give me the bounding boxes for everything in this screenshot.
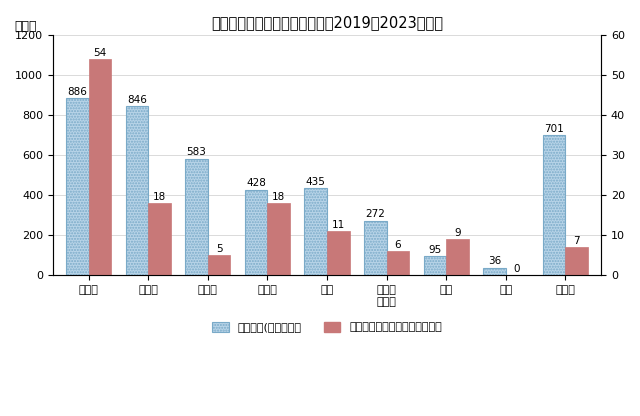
Text: （人）: （人） (15, 20, 37, 33)
Text: 7: 7 (573, 236, 580, 246)
Bar (483, 268, 506, 275)
Text: 18: 18 (153, 192, 166, 202)
Bar (364, 221, 387, 275)
Text: 428: 428 (246, 178, 266, 188)
Bar (543, 135, 565, 275)
Bar (88, 59, 111, 275)
Title: 熱中症による業種別死傷者数（2019～2023年計）: 熱中症による業種別死傷者数（2019～2023年計） (211, 15, 443, 30)
Text: 11: 11 (332, 220, 345, 230)
Text: 6: 6 (395, 240, 401, 250)
Bar (305, 188, 327, 275)
Bar (125, 106, 148, 275)
Text: 272: 272 (365, 209, 385, 219)
Text: 9: 9 (454, 228, 461, 238)
Bar (208, 255, 230, 275)
Text: 701: 701 (544, 124, 564, 134)
Bar (446, 239, 469, 275)
Bar (387, 251, 409, 275)
Text: 886: 886 (67, 87, 87, 97)
Text: 435: 435 (306, 177, 326, 187)
Bar (424, 256, 446, 275)
Text: 5: 5 (216, 244, 223, 254)
Text: 95: 95 (428, 245, 442, 255)
Bar (148, 203, 171, 275)
Text: 846: 846 (127, 94, 147, 104)
Text: 0: 0 (514, 264, 520, 274)
Text: 583: 583 (186, 147, 207, 157)
Text: 54: 54 (93, 48, 106, 58)
Bar (327, 231, 349, 275)
Bar (565, 247, 588, 275)
Bar (66, 98, 88, 275)
Bar (268, 203, 290, 275)
Legend: 死傷者数(左目盛り）, 死亡者数（内数）（右目盛り）: 死傷者数(左目盛り）, 死亡者数（内数）（右目盛り） (207, 317, 447, 337)
Text: 18: 18 (272, 192, 285, 202)
Bar (185, 158, 208, 275)
Text: 36: 36 (488, 257, 501, 267)
Bar (244, 190, 268, 275)
